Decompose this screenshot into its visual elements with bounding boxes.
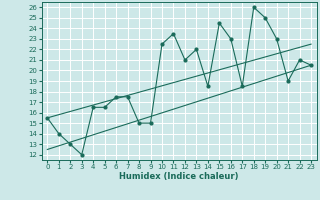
X-axis label: Humidex (Indice chaleur): Humidex (Indice chaleur): [119, 172, 239, 181]
